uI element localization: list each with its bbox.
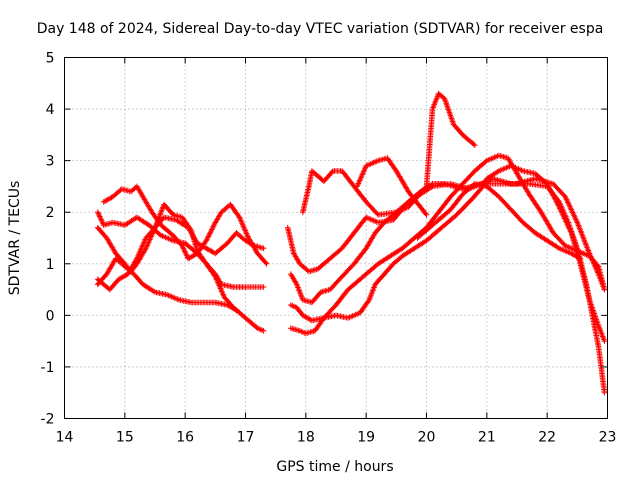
series-markers xyxy=(300,168,608,396)
series-track-10 xyxy=(287,163,608,344)
series-track-6 xyxy=(284,175,608,293)
x-tick-label: 16 xyxy=(176,430,194,446)
axis-ticks xyxy=(64,57,608,419)
series-track-8 xyxy=(287,90,478,306)
series-markers xyxy=(284,175,608,293)
x-tick-label: 14 xyxy=(56,430,74,446)
x-tick-label: 21 xyxy=(478,430,496,446)
y-tick-label: -2 xyxy=(41,412,55,428)
x-tick-label: 15 xyxy=(116,430,134,446)
y-tick-label: 5 xyxy=(46,51,55,67)
x-tick-label: 19 xyxy=(357,430,375,446)
y-tick-label: 0 xyxy=(46,308,55,324)
series-track-7 xyxy=(300,168,608,396)
plot-frame xyxy=(64,57,608,419)
series-markers xyxy=(94,214,267,293)
y-tick-label: 2 xyxy=(46,205,55,221)
x-tick-label: 18 xyxy=(297,430,315,446)
y-tick-label: -1 xyxy=(41,360,55,376)
series-markers xyxy=(354,155,430,218)
series-markers xyxy=(94,255,240,313)
series-track-12 xyxy=(414,181,584,262)
x-axis-label: GPS time / hours xyxy=(276,459,393,475)
x-tick-label: 20 xyxy=(418,430,436,446)
series-markers xyxy=(287,90,478,306)
y-tick-label: 1 xyxy=(46,257,55,273)
series-track-11 xyxy=(287,152,608,337)
x-tick-label: 22 xyxy=(538,430,556,446)
chart-title: Day 148 of 2024, Sidereal Day-to-day VTE… xyxy=(37,21,604,37)
data-series xyxy=(94,90,608,396)
series-markers xyxy=(287,163,608,344)
series-markers xyxy=(287,152,608,337)
series-track-9 xyxy=(354,155,430,218)
series-markers xyxy=(414,181,584,262)
y-axis-label: SDTVAR / TECUs xyxy=(7,181,23,296)
series-track-4 xyxy=(94,214,267,293)
x-tick-label: 23 xyxy=(599,430,617,446)
series-track-5 xyxy=(94,255,240,313)
y-tick-label: 4 xyxy=(46,102,55,118)
x-tick-label: 17 xyxy=(237,430,255,446)
y-tick-label: 3 xyxy=(46,154,55,170)
